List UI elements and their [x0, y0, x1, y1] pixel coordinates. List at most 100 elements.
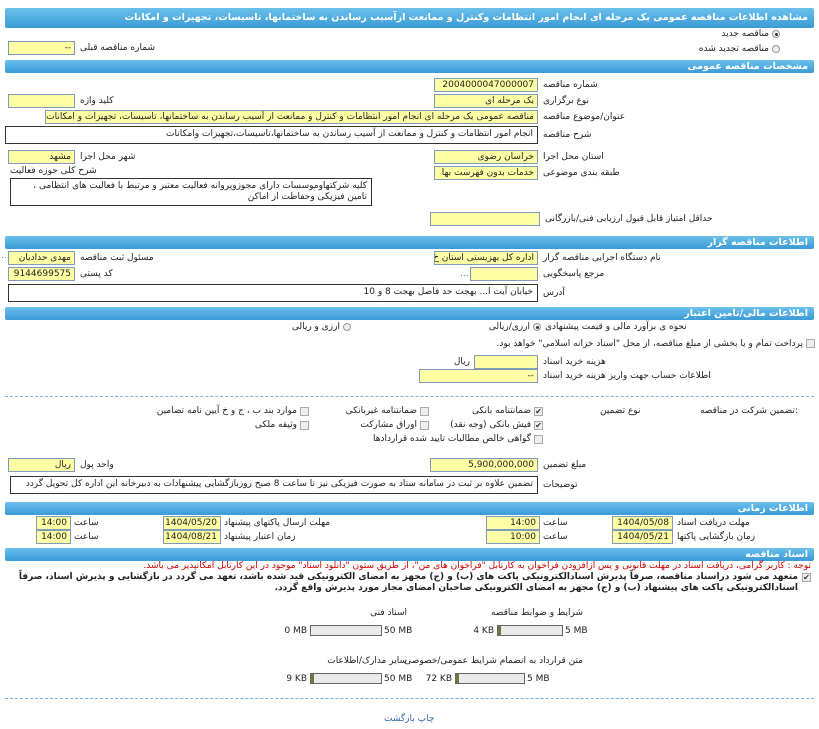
city-label: شهر محل اجرا	[80, 152, 136, 162]
responsible-more-button[interactable]: ...	[1, 251, 10, 261]
guarantee-option-checkbox[interactable]	[300, 407, 309, 416]
account-field[interactable]: --	[419, 369, 538, 383]
category-label: طبقه بندی موضوعی	[543, 168, 620, 178]
file-label: متن قرارداد به انضمام شرایط عمومی/خصوصی	[404, 656, 583, 666]
guarantee-option-label: وثیقه ملکی	[254, 420, 297, 430]
organization-field[interactable]: اداره کل بهزیستی استان خ	[434, 251, 538, 265]
file-size: 72 KB	[425, 674, 452, 684]
file-progress-bar	[310, 625, 382, 636]
validity-field[interactable]: 1404/08/21	[163, 530, 221, 544]
guarantee-option-checkbox[interactable]	[420, 407, 429, 416]
organization-label: نام دستگاه اجرایی مناقصه گزار	[543, 253, 661, 263]
reference-label: مرجع پاسخگویی	[543, 269, 605, 279]
print-back-link[interactable]: چاپ بازگشت	[384, 714, 435, 724]
commitment-checkbox[interactable]: ✔	[802, 573, 811, 582]
postal-code-field[interactable]: 9144699575	[8, 267, 75, 281]
currency-label: واحد پول	[80, 460, 114, 470]
file-label: سایر مدارک/اطلاعات	[327, 656, 407, 666]
file-max-size: 50 MB	[384, 626, 413, 636]
guarantee-option-label: اوراق مشارکت	[360, 420, 417, 430]
responsible-field[interactable]: مهدی حدادیان	[8, 251, 75, 265]
file-max-size: 50 MB	[384, 674, 413, 684]
time-label: ساعت	[543, 532, 568, 542]
amount-field[interactable]: 5,900,000,000	[430, 458, 538, 472]
radio-rial[interactable]	[533, 323, 541, 331]
section-documents: اسناد مناقصه	[5, 548, 814, 561]
min-score-field[interactable]	[430, 212, 540, 226]
treasury-checkbox[interactable]	[806, 339, 815, 348]
radio-new-tender[interactable]	[772, 30, 780, 38]
radio-renewed-tender[interactable]	[772, 45, 780, 53]
guarantee-option-label: گواهی خالص مطالبات تایید شده قراردادها	[373, 434, 531, 444]
guarantee-option-checkbox[interactable]: ✔	[534, 407, 543, 416]
guarantee-option-label: موارد بند ب ، ج و خ آیین نامه تضامین	[156, 406, 297, 416]
province-label: استان محل اجرا	[543, 152, 604, 162]
province-field[interactable]: خراسان رضوی	[434, 150, 538, 164]
file-max-size: 5 MB	[565, 626, 588, 636]
file-progress-bar	[310, 673, 382, 684]
file-progress-fill	[498, 626, 501, 635]
keyword-field[interactable]	[8, 94, 75, 108]
currency-field[interactable]: ریال	[8, 458, 75, 472]
guarantee-option-checkbox[interactable]	[300, 421, 309, 430]
tender-number-field[interactable]: 2004000047000007	[434, 78, 538, 92]
guarantee-option-checkbox[interactable]	[534, 435, 543, 444]
description-label: شرح مناقصه	[543, 130, 592, 140]
page-title: مشاهده اطلاعات مناقصه عمومی یک مرحله ای …	[5, 8, 814, 28]
reference-more-button[interactable]: ...	[460, 269, 469, 279]
subject-field[interactable]: مناقصه عمومی یک مرحله ای انجام امور انتظ…	[45, 110, 538, 124]
opening-label: زمان بازگشایی پاکتها	[677, 532, 756, 542]
guarantee-option-label: ضمانتنامه بانکی	[472, 406, 531, 416]
holding-type-field[interactable]: یک مرحله ای	[434, 94, 538, 108]
previous-tender-number-label: شماره مناقصه قبلی	[80, 43, 155, 53]
file-size: 0 MB	[284, 626, 307, 636]
file-size: 4 KB	[473, 626, 494, 636]
subject-label: عنوان/موضوع مناقصه	[543, 112, 626, 122]
postal-code-label: کد پستی	[80, 269, 113, 279]
notes-label: توضیحات	[543, 480, 578, 490]
keyword-label: کلید واژه	[80, 96, 114, 106]
tender-number-label: شماره مناقصه	[543, 80, 598, 90]
section-timing: اطلاعات زمانی	[5, 502, 814, 515]
doc-deadline-field[interactable]: 1404/05/08	[612, 516, 673, 530]
submit-deadline-label: مهلت ارسال پاکتهای پیشنهاد	[224, 518, 331, 528]
validity-time-field[interactable]: 14:00	[36, 530, 71, 544]
rial-label: ارزی/ریالی	[488, 322, 530, 332]
reference-field[interactable]	[470, 267, 538, 281]
validity-label: زمان اعتبار پیشنهاد	[224, 532, 296, 542]
time-label: ساعت	[74, 518, 99, 528]
address-label: آدرس	[543, 288, 565, 298]
category-field[interactable]: خدمات بدون فهرست بها	[434, 166, 538, 180]
guarantee-option-checkbox[interactable]	[420, 421, 429, 430]
guarantee-type-label: نوع تضمین	[600, 406, 641, 416]
city-field[interactable]: مشهد	[8, 150, 75, 164]
opening-time-field[interactable]: 10:00	[486, 530, 540, 544]
file-progress-fill	[311, 674, 314, 683]
description-box: انجام امور انتظامات و کنترل و ممانعت از …	[5, 126, 538, 144]
notes-box: تضمین علاوه بر ثبت در سامانه ستاد به صور…	[10, 476, 538, 494]
section-general: مشخصات مناقصه عمومی	[5, 60, 814, 73]
min-score-label: حداقل امتیاز قابل قبول ارزیابی فنی/بازرگ…	[545, 214, 713, 224]
time-label: ساعت	[74, 532, 99, 542]
opening-field[interactable]: 1404/05/21	[612, 530, 673, 544]
address-box: خیابان آیت ا... بهجت حد فاصل بهجت 8 و 10	[8, 284, 538, 302]
file-max-size: 5 MB	[527, 674, 550, 684]
commitment-text: متعهد می شود دراسناد مناقصه، صرفاً پذیرش…	[18, 572, 798, 593]
file-size: 9 KB	[286, 674, 307, 684]
guarantee-option-label: فیش بانکی (وجه نقد)	[450, 420, 531, 430]
file-label: شرایط و ضوابط مناقصه	[490, 608, 583, 618]
documents-notice: توجه : کاربر گرامی، دریافت اسناد در مهلت…	[143, 561, 811, 571]
submit-deadline-field[interactable]: 1404/05/20	[163, 516, 221, 530]
doc-cost-field[interactable]	[474, 355, 538, 369]
activity-box: کلیه شرکتهاوموسسات دارای مجوزوپروانه فعا…	[10, 178, 372, 206]
file-progress-bar	[455, 673, 525, 684]
guarantee-option-label: ضمانتنامه غیربانکی	[345, 406, 417, 416]
time-label: ساعت	[543, 518, 568, 528]
radio-both[interactable]	[343, 323, 351, 331]
submit-deadline-time-field[interactable]: 14:00	[36, 516, 71, 530]
guarantee-option-checkbox[interactable]: ✔	[534, 421, 543, 430]
doc-deadline-time-field[interactable]: 14:00	[486, 516, 540, 530]
both-label: ارزی و ریالی	[291, 322, 340, 332]
previous-tender-number-field[interactable]: --	[8, 41, 75, 55]
account-label: اطلاعات حساب جهت واریز هزینه خرید اسناد	[543, 371, 711, 381]
